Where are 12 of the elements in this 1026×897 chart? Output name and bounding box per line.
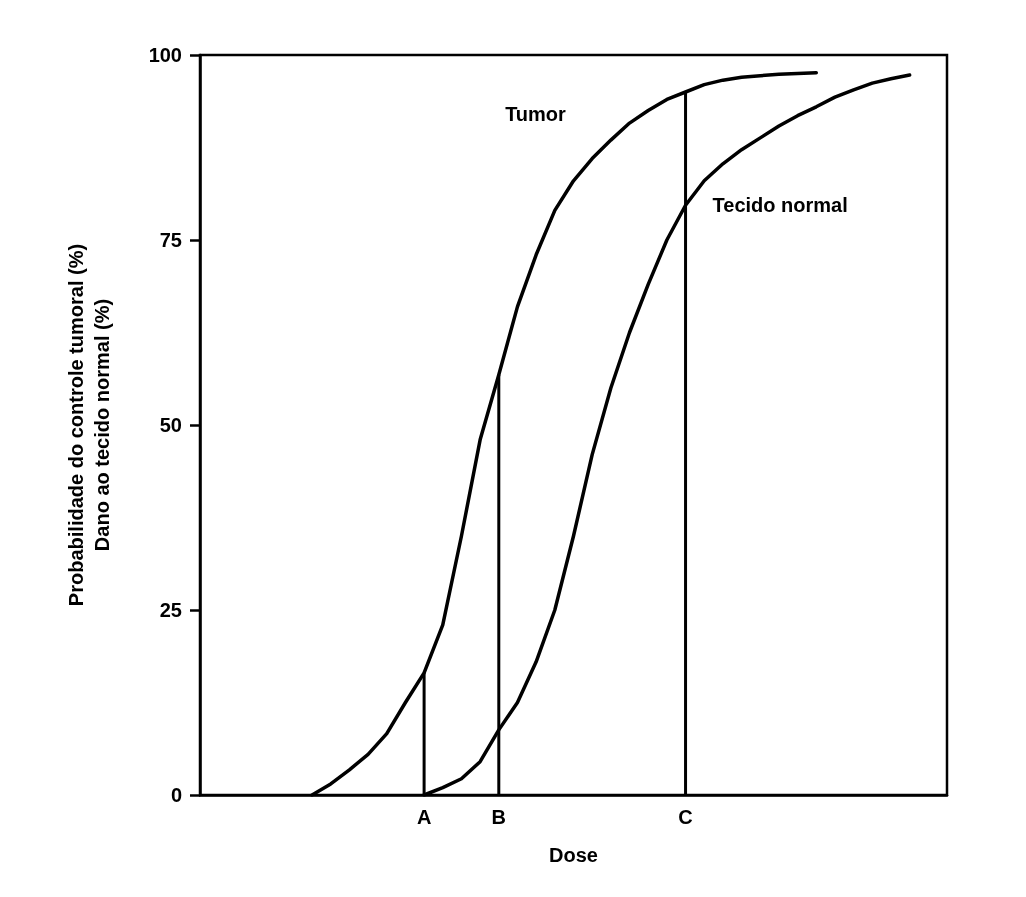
y-tick-label: 50: [159, 414, 182, 436]
y-tick-label: 25: [159, 599, 182, 621]
y-tick-label: 75: [159, 229, 182, 251]
text: Tumor: [505, 102, 567, 125]
x-tick-label: B: [491, 806, 507, 828]
x-tick-label: C: [678, 806, 693, 828]
series-label: Tecido normal: [712, 194, 848, 217]
x-tick-label: A: [416, 806, 432, 828]
y-tick-label: 0: [170, 784, 182, 806]
y-axis-title: Probabilidade do controle tumoral (%) Dano ao tecido normal (%): [65, 243, 113, 607]
x-axis-title: Dose: [549, 844, 598, 866]
y-tick-label: 100: [148, 44, 182, 66]
